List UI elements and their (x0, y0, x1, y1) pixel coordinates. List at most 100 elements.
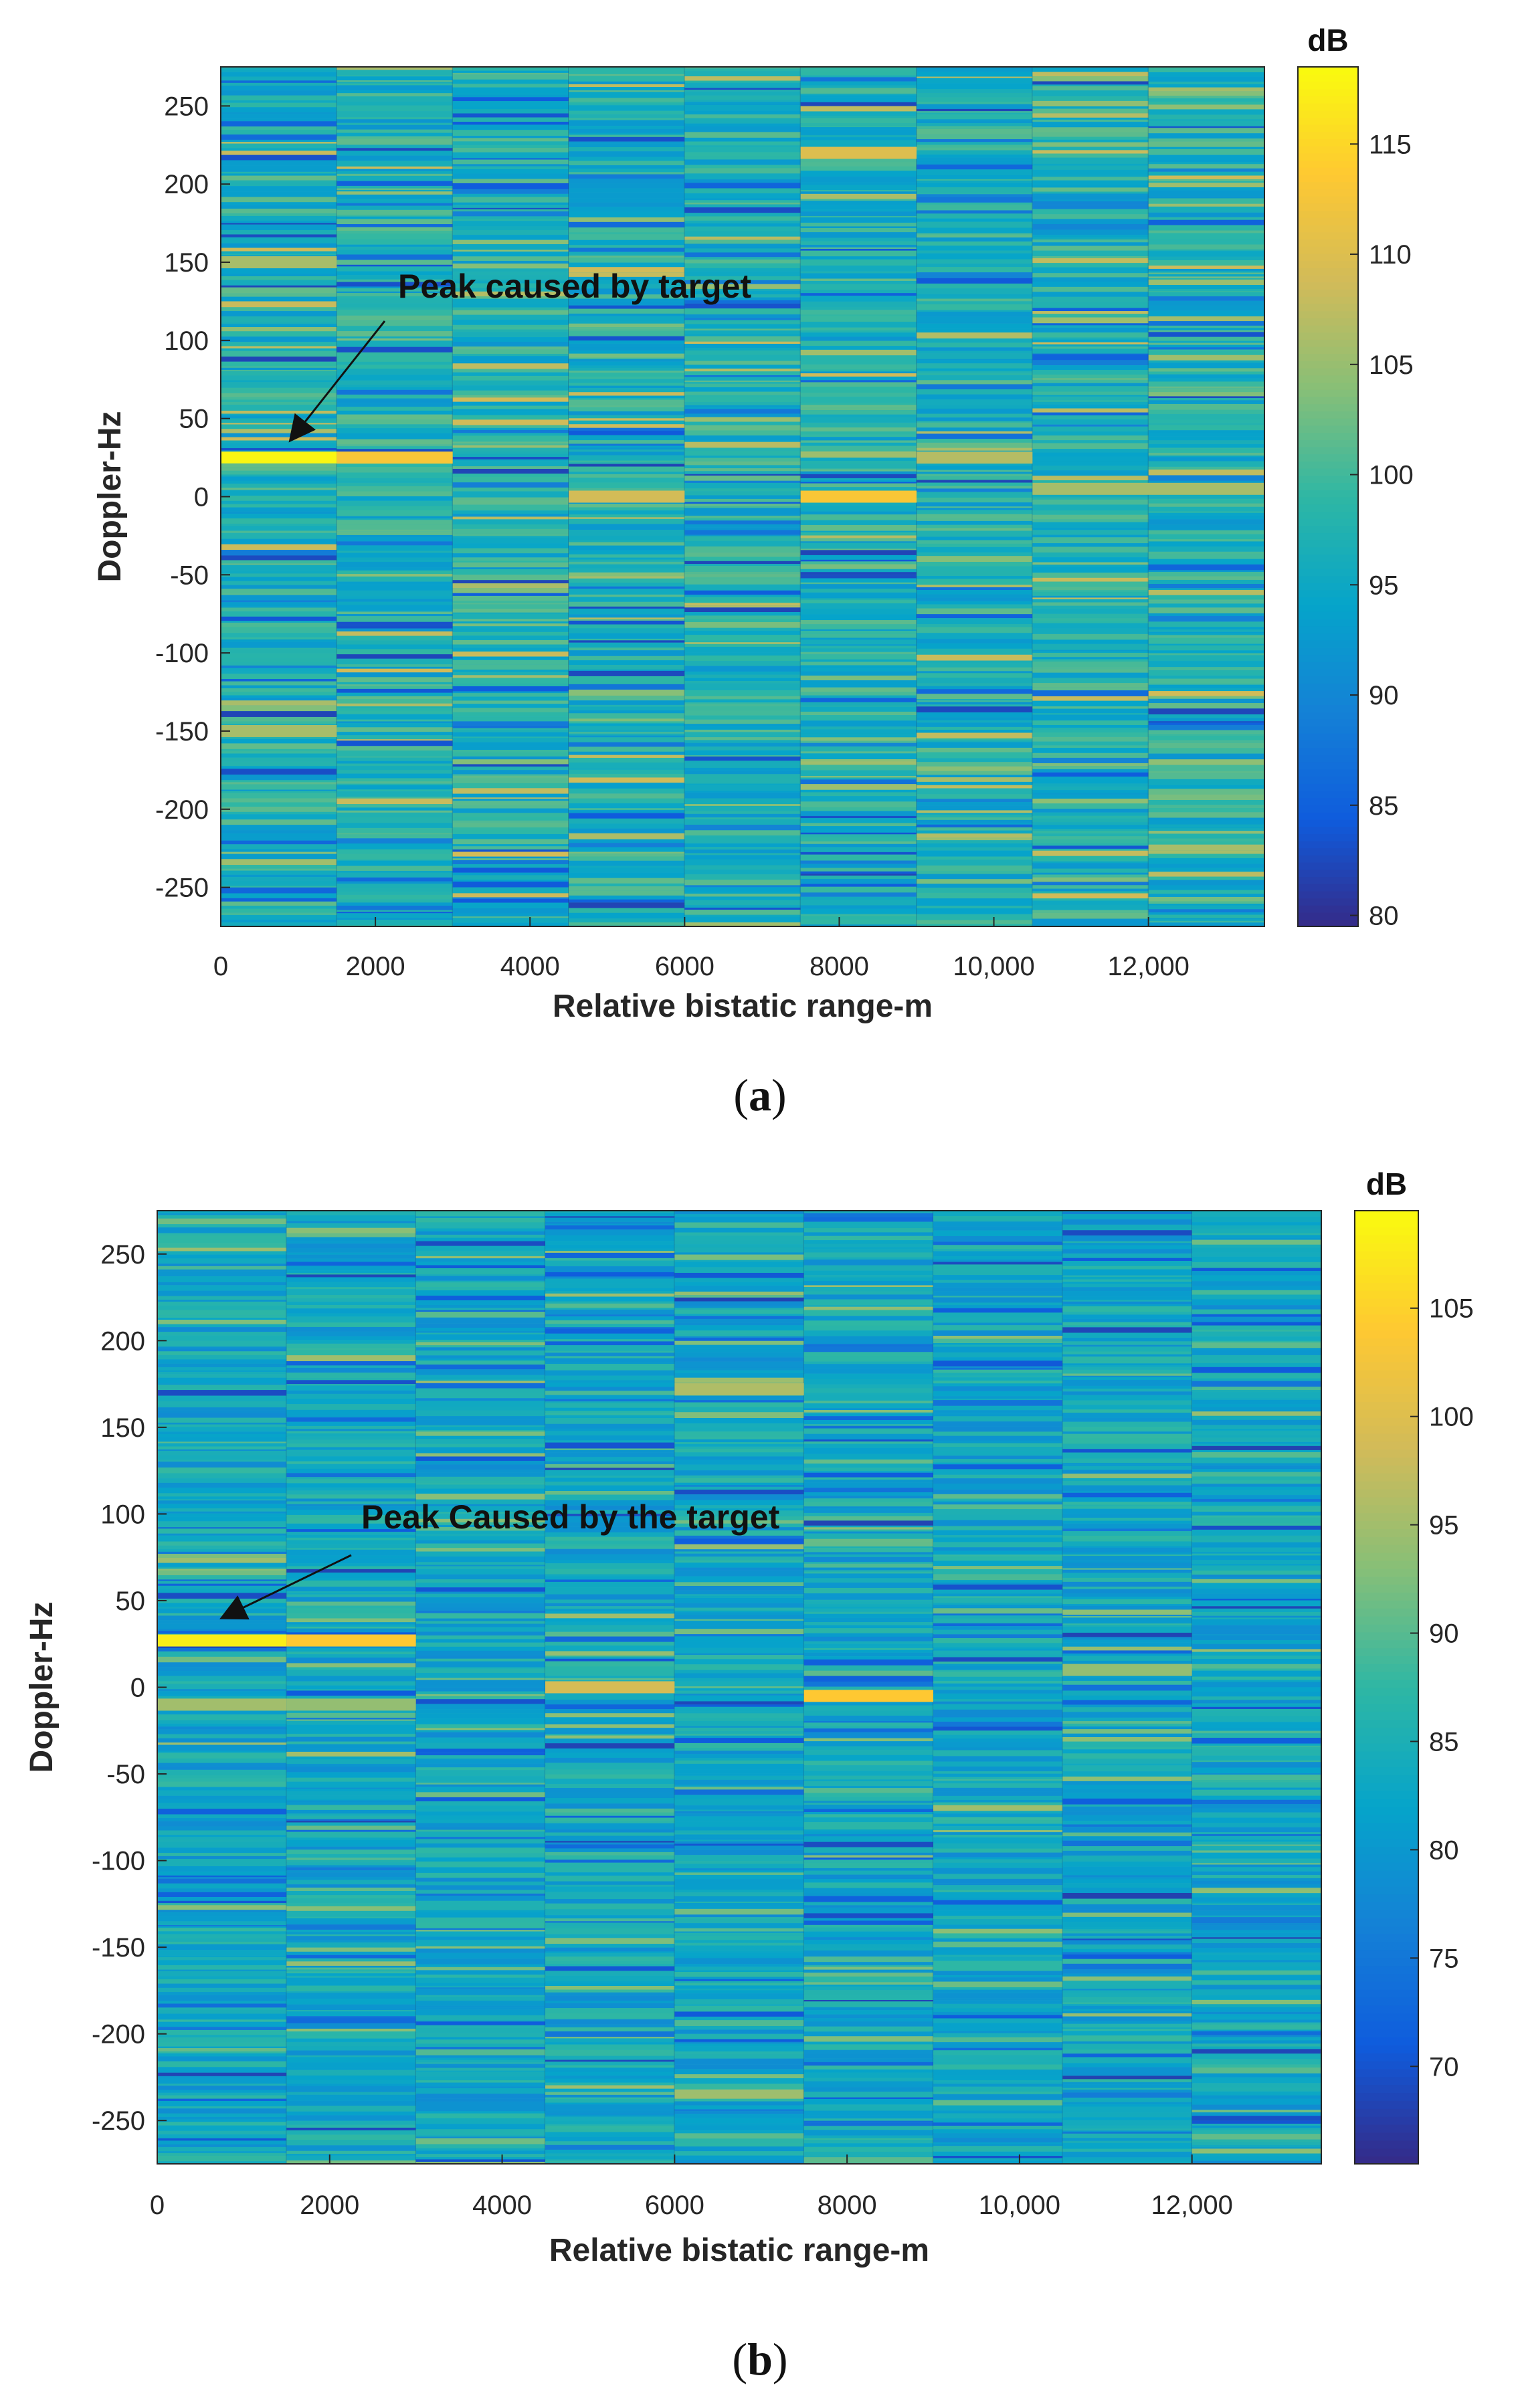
noise-cell (452, 536, 569, 538)
noise-cell (221, 437, 337, 441)
noise-cell (286, 1718, 416, 1720)
noise-cell (1062, 1279, 1192, 1282)
y-tick-label: -100 (155, 639, 209, 668)
noise-cell (1032, 242, 1149, 246)
colorbar-segment (1355, 1338, 1418, 1346)
noise-cell (917, 888, 1033, 893)
noise-cell (1062, 1514, 1192, 1518)
noise-cell (415, 1989, 545, 1995)
noise-cell (337, 369, 453, 375)
noise-cell (452, 500, 569, 505)
noise-cell (221, 393, 337, 397)
noise-cell (800, 410, 917, 415)
noise-cell (800, 332, 917, 337)
noise-cell (1062, 1518, 1192, 1521)
noise-cell (415, 1910, 545, 1912)
noise-cell (1148, 371, 1264, 375)
noise-cell (1192, 1902, 1321, 1904)
peak-cell (157, 1698, 287, 1711)
noise-cell (1062, 1615, 1192, 1617)
noise-cell (674, 1309, 804, 1314)
noise-cell (933, 1885, 1063, 1890)
noise-cell (933, 1693, 1063, 1700)
noise-cell (674, 2142, 804, 2147)
noise-cell (1062, 1866, 1192, 1873)
noise-cell (1062, 2013, 1192, 2017)
noise-cell (684, 458, 801, 462)
noise-cell (1032, 267, 1149, 274)
noise-cell (674, 1773, 804, 1776)
noise-cell (684, 774, 801, 779)
noise-cell (337, 309, 453, 316)
noise-cell (803, 1647, 933, 1650)
noise-cell (800, 111, 917, 114)
noise-cell (1062, 1365, 1192, 1367)
noise-cell (452, 183, 569, 189)
noise-cell (569, 284, 685, 289)
noise-cell (1192, 1305, 1321, 1310)
noise-cell (415, 1416, 545, 1420)
noise-cell (1032, 386, 1149, 392)
noise-cell (1062, 1623, 1192, 1625)
noise-cell (415, 1506, 545, 1512)
noise-cell (415, 1797, 545, 1802)
noise-cell (545, 1611, 675, 1614)
noise-cell (1032, 187, 1149, 192)
noise-cell (221, 671, 337, 674)
noise-cell (415, 1680, 545, 1686)
noise-cell (684, 314, 801, 318)
noise-cell (800, 94, 917, 96)
noise-cell (803, 1373, 933, 1379)
noise-cell (1032, 727, 1149, 730)
noise-cell (545, 1301, 675, 1304)
noise-cell (803, 1870, 933, 1875)
noise-cell (803, 1601, 933, 1605)
noise-cell (569, 305, 685, 309)
noise-cell (337, 913, 453, 918)
noise-cell (1192, 2112, 1321, 2116)
noise-cell (1148, 360, 1264, 363)
noise-cell (415, 1476, 545, 1481)
noise-cell (800, 458, 917, 462)
noise-cell (917, 833, 1033, 838)
noise-cell (545, 1241, 675, 1245)
noise-cell (800, 417, 917, 423)
noise-cell (1192, 1989, 1321, 1996)
noise-cell (157, 1684, 287, 1690)
noise-cell (452, 908, 569, 914)
noise-cell (1192, 2130, 1321, 2134)
noise-cell (221, 695, 337, 698)
noise-cell (674, 1879, 804, 1885)
colorbar-segment (1355, 1775, 1418, 1783)
noise-cell (1062, 1431, 1192, 1434)
noise-cell (545, 1903, 675, 1910)
noise-cell (933, 1574, 1063, 1581)
noise-cell (157, 1405, 287, 1408)
noise-cell (415, 2098, 545, 2102)
noise-cell (452, 893, 569, 898)
noise-cell (1192, 1668, 1321, 1671)
noise-cell (157, 2098, 287, 2102)
noise-cell (415, 1896, 545, 1901)
noise-cell (415, 2124, 545, 2130)
noise-cell (221, 143, 337, 148)
noise-cell (569, 642, 685, 648)
y-tick-label: 250 (100, 1240, 145, 1270)
noise-cell (674, 1232, 804, 1236)
noise-cell (1148, 368, 1264, 372)
noise-cell (800, 232, 917, 238)
noise-cell (1062, 1785, 1192, 1789)
noise-cell (157, 1422, 287, 1425)
noise-cell (286, 1326, 416, 1332)
noise-cell (286, 2100, 416, 2106)
noise-cell (286, 1958, 416, 1962)
colorbar-tick-label: 100 (1429, 1403, 1474, 1432)
noise-cell (286, 1891, 416, 1896)
noise-cell (545, 1928, 675, 1934)
noise-cell (452, 604, 569, 609)
noise-cell (415, 2136, 545, 2138)
noise-cell (803, 2118, 933, 2121)
noise-cell (917, 618, 1033, 624)
noise-cell (415, 2005, 545, 2008)
noise-cell (569, 895, 685, 900)
